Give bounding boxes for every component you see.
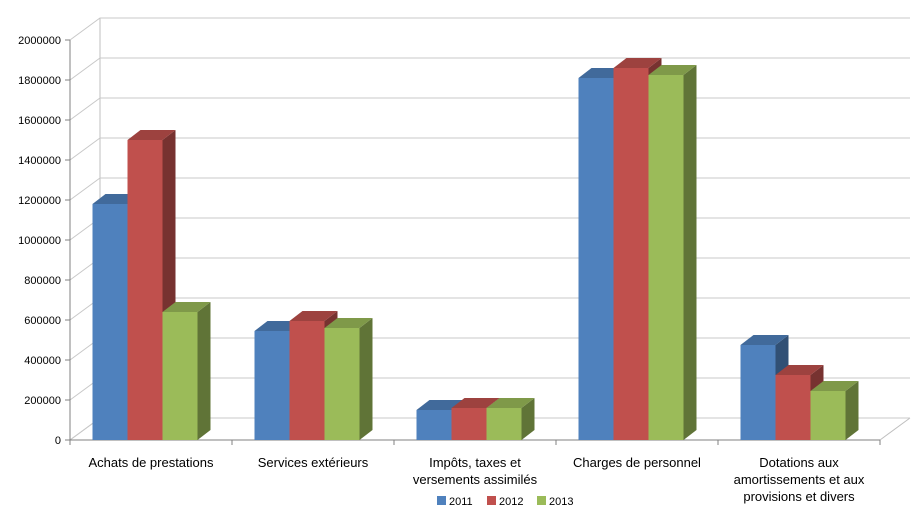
legend-item-2012: 2012 — [487, 496, 523, 508]
x-category-label: Achats de prestations — [88, 455, 214, 470]
gridline — [69, 17, 910, 41]
gridline — [69, 217, 910, 241]
y-tick-label: 1400000 — [18, 155, 61, 167]
bar-2013-4 — [810, 381, 859, 440]
x-axis-labels: Achats de prestations Services extérieurs… — [88, 455, 864, 504]
legend-label: 2012 — [499, 496, 523, 508]
gridline — [69, 97, 910, 121]
y-tick-label: 1200000 — [18, 195, 61, 207]
gridline — [69, 57, 910, 81]
legend-swatch — [537, 496, 546, 505]
x-category-label: Dotations aux — [759, 455, 839, 470]
x-category-label: Impôts, taxes et — [429, 455, 521, 470]
y-tick-label: 1800000 — [18, 75, 61, 87]
y-tick-label: 800000 — [24, 275, 61, 287]
bars — [92, 58, 859, 440]
y-axis-ticks: 0 200000 400000 600000 800000 1000000 1200000 1… — [18, 35, 70, 447]
legend-swatch — [487, 496, 496, 505]
legend-swatch — [437, 496, 446, 505]
gridline — [69, 257, 910, 281]
legend-label: 2013 — [549, 496, 573, 508]
gridline — [69, 137, 910, 161]
x-category-label: versements assimilés — [413, 472, 538, 487]
legend: 2011 2012 2013 — [437, 496, 573, 508]
y-tick-label: 400000 — [24, 355, 61, 367]
x-category-label: Charges de personnel — [573, 455, 701, 470]
bar-2013-3 — [648, 65, 697, 440]
legend-item-2011: 2011 — [437, 496, 473, 508]
floor-right-edge — [879, 417, 911, 441]
y-tick-label: 200000 — [24, 395, 61, 407]
legend-label: 2011 — [449, 496, 473, 508]
y-tick-label: 2000000 — [18, 35, 61, 47]
y-tick-label: 1000000 — [18, 235, 61, 247]
x-category-label: amortissements et aux — [734, 472, 865, 487]
legend-item-2013: 2013 — [537, 496, 573, 508]
y-tick-label: 600000 — [24, 315, 61, 327]
gridline — [69, 177, 910, 201]
y-tick-label: 1600000 — [18, 115, 61, 127]
bar-2013-1 — [324, 318, 373, 440]
y-tick-label: 0 — [55, 435, 61, 447]
x-category-label: provisions et divers — [743, 489, 855, 504]
bar-2013-0 — [162, 302, 211, 440]
x-category-label: Services extérieurs — [258, 455, 369, 470]
bar-2013-2 — [486, 398, 535, 440]
